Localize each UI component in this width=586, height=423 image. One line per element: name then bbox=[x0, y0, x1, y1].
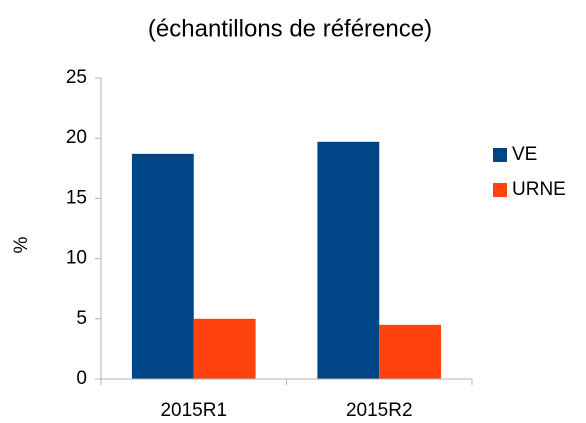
bar bbox=[379, 324, 442, 379]
bar bbox=[131, 153, 194, 379]
y-tick-label: 15 bbox=[66, 187, 87, 208]
y-tick-label: 5 bbox=[76, 308, 87, 329]
legend-label: URNE bbox=[512, 179, 566, 200]
x-tick-label: 2015R2 bbox=[346, 400, 413, 421]
legend-swatch bbox=[493, 183, 507, 197]
y-tick-label: 10 bbox=[66, 248, 87, 269]
y-axis-label: % bbox=[11, 236, 32, 253]
legend-label: VE bbox=[512, 144, 537, 165]
bar bbox=[317, 141, 380, 379]
x-tick-label: 2015R1 bbox=[160, 400, 227, 421]
y-tick-label: 0 bbox=[76, 368, 87, 389]
chart-title: (échantillons de référence) bbox=[148, 15, 432, 42]
y-tick-label: 20 bbox=[66, 127, 87, 148]
bar bbox=[193, 318, 256, 379]
legend-swatch bbox=[493, 148, 507, 162]
y-tick-label: 25 bbox=[66, 67, 87, 88]
